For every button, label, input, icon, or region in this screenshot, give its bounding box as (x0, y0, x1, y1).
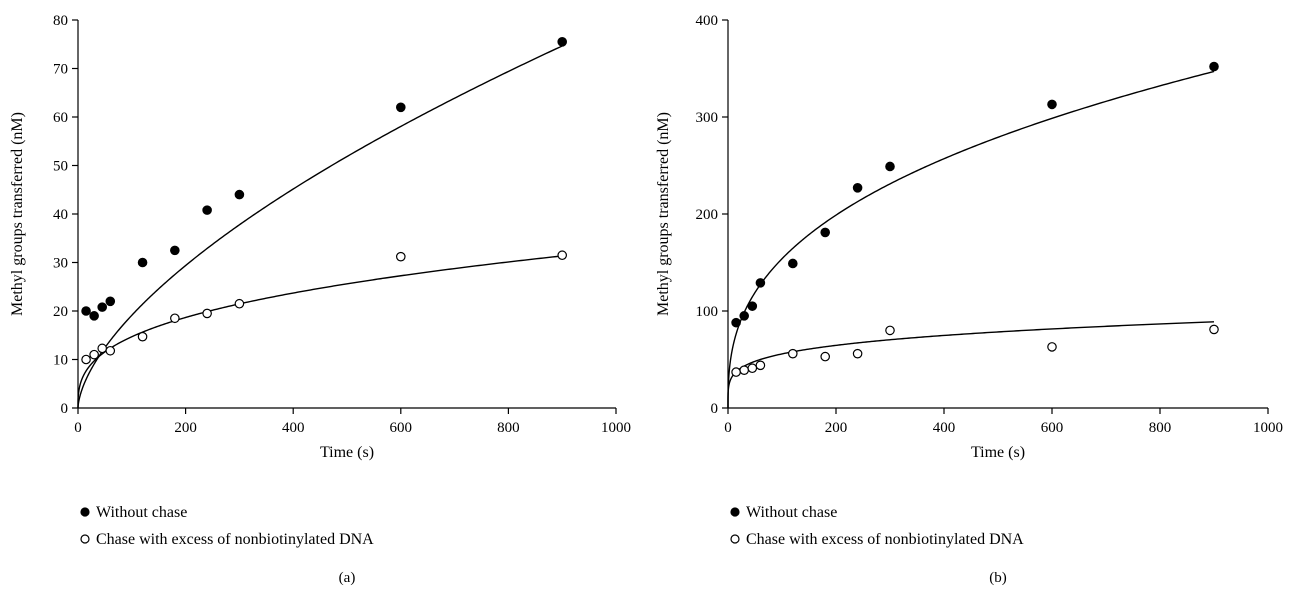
filled-data-point (739, 311, 749, 321)
x-tick-label: 800 (1149, 420, 1172, 436)
open-data-point (89, 349, 99, 360)
legend-marker (80, 534, 90, 544)
y-tick-label: 400 (696, 13, 719, 29)
x-tick-label: 0 (74, 420, 82, 436)
open-data-point (557, 250, 567, 261)
open-data-point (755, 360, 766, 371)
filled-data-point (885, 161, 895, 172)
open-data-point (747, 363, 758, 374)
legend-marker (730, 534, 740, 544)
open-data-point (202, 308, 212, 319)
panel-label: (b) (989, 570, 1007, 586)
open-data-point (395, 251, 406, 262)
y-tick-label: 200 (696, 207, 719, 223)
open-data-point (97, 343, 108, 354)
filled-data-point (787, 258, 798, 269)
filled-data-point (202, 205, 212, 215)
legend-label: Without chase (746, 504, 837, 521)
open-data-point (731, 367, 741, 377)
y-axis-title: Methyl groups transferred (nM) (655, 112, 672, 316)
filled-data-point (395, 102, 406, 113)
open-data-point (105, 345, 116, 356)
legend-label: Chase with excess of nonbiotinylated DNA (96, 531, 374, 548)
legend-label: Chase with excess of nonbiotinylated DNA (746, 531, 1024, 548)
filled-data-point (747, 301, 758, 311)
filled-data-point (820, 227, 830, 238)
x-tick-label: 400 (933, 420, 956, 436)
y-tick-label: 70 (53, 62, 68, 78)
panel-label: (a) (339, 570, 356, 586)
open-data-point (170, 313, 180, 324)
open-data-point (234, 298, 245, 309)
legend-marker (730, 507, 740, 517)
fit-curve-series-1 (77, 45, 563, 409)
y-tick-label: 20 (53, 304, 68, 320)
open-data-point (137, 331, 148, 342)
y-tick-label: 30 (53, 256, 68, 272)
x-tick-label: 1000 (601, 420, 631, 436)
fit-curve-series-2 (727, 321, 1215, 409)
legend-marker (80, 507, 90, 517)
y-tick-label: 300 (696, 110, 719, 126)
x-tick-label: 200 (825, 420, 848, 436)
x-tick-label: 1000 (1253, 420, 1283, 436)
y-tick-label: 80 (53, 13, 68, 29)
open-data-point (787, 348, 798, 359)
x-tick-label: 800 (497, 420, 520, 436)
open-data-point (1209, 324, 1219, 335)
filled-data-point (1209, 61, 1219, 72)
filled-data-point (170, 245, 180, 256)
y-axis-title: Methyl groups transferred (nM) (9, 112, 26, 316)
x-tick-label: 0 (724, 420, 732, 436)
open-data-point (885, 325, 895, 336)
filled-data-point (81, 306, 91, 316)
fit-curve-series-1 (727, 70, 1215, 409)
y-tick-label: 50 (53, 159, 68, 175)
open-data-point (1047, 342, 1057, 352)
x-tick-label: 600 (1041, 420, 1064, 436)
open-data-point (81, 354, 91, 365)
x-tick-label: 400 (282, 420, 305, 436)
filled-data-point (1047, 99, 1057, 110)
legend-label: Without chase (96, 504, 187, 521)
filled-data-point (137, 257, 148, 268)
chart-panel-2: 0 100 200 300 400 0 200 400 600 800 1000 Time (s) Me… (655, 13, 1283, 586)
open-data-point (739, 365, 749, 375)
filled-data-point (97, 302, 108, 312)
x-axis-title: Time (s) (971, 444, 1025, 461)
filled-data-point (852, 183, 863, 193)
fit-curve-series-2 (77, 255, 563, 409)
y-tick-label: 60 (53, 110, 68, 126)
filled-data-point (755, 278, 766, 288)
y-tick-label: 0 (61, 401, 69, 417)
y-tick-label: 0 (711, 401, 719, 417)
x-tick-label: 600 (390, 420, 413, 436)
filled-data-point (89, 311, 99, 321)
open-data-point (852, 348, 863, 359)
y-tick-label: 10 (53, 353, 68, 369)
filled-data-point (105, 296, 116, 307)
x-tick-label: 200 (174, 420, 197, 436)
open-data-point (820, 351, 830, 362)
filled-data-point (731, 317, 741, 328)
x-axis-title: Time (s) (320, 444, 374, 461)
y-tick-label: 100 (696, 304, 719, 320)
filled-data-point (234, 189, 245, 200)
filled-data-point (557, 37, 567, 47)
y-tick-label: 40 (53, 207, 68, 223)
